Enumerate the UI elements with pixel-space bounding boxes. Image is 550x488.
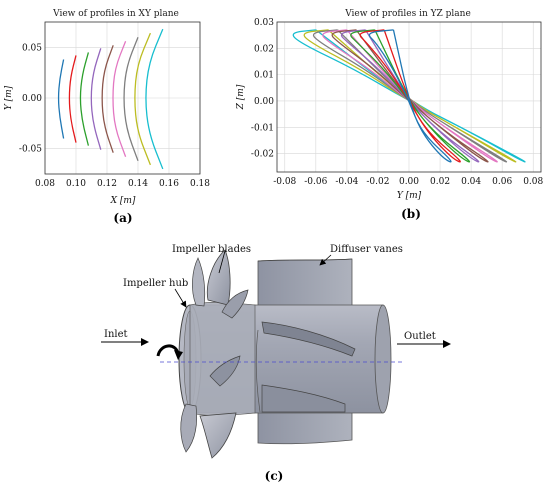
xy-xtick-label: 0.14 <box>128 179 148 189</box>
yz-ytick-label: 0.00 <box>254 97 274 107</box>
label-outlet: Outlet <box>404 331 436 342</box>
yz-profile-line <box>359 29 461 163</box>
xy-xtick-label: 0.10 <box>66 179 86 189</box>
yz-profile-line <box>322 29 498 163</box>
yz-profile-line <box>340 29 480 163</box>
xy-x-axis-label: X [m] <box>110 196 136 206</box>
xy-grid <box>44 22 201 174</box>
xy-xtick-label: 0.18 <box>190 179 210 189</box>
chart-title-yz: View of profiles in YZ plane <box>344 9 471 19</box>
pump-rendering: Impeller blades Diffuser vanes Impeller … <box>101 244 451 459</box>
yz-x-ticks: -0.08 -0.06 -0.04 -0.02 0.00 0.02 0.04 0.06 0.08 <box>273 177 543 187</box>
impeller-blade-bottom <box>199 412 237 459</box>
yz-ytick-label: 0.01 <box>254 71 274 81</box>
yz-xtick-label: -0.04 <box>335 177 358 187</box>
yz-xtick-label: 0.06 <box>492 177 512 187</box>
xy-profile-line <box>57 59 65 139</box>
yz-profiles <box>292 29 526 163</box>
xy-profile-line <box>145 28 164 170</box>
yz-xtick-label: 0.02 <box>430 177 450 187</box>
xy-profile-line <box>134 32 152 166</box>
xy-y-ticks: 0.05 0.00 -0.05 <box>19 43 42 154</box>
xy-xtick-label: 0.08 <box>35 179 55 189</box>
yz-profile-line <box>312 29 507 163</box>
yz-xtick-label: -0.08 <box>273 177 296 187</box>
yz-profile-line <box>331 29 489 163</box>
xy-plot-frame <box>44 21 201 175</box>
xy-profiles <box>57 28 164 170</box>
xy-xtick-label: 0.12 <box>97 179 117 189</box>
yz-xtick-label: 0.08 <box>523 177 543 187</box>
yz-ytick-label: -0.02 <box>251 150 274 160</box>
yz-y-axis-label: Z [m] <box>236 84 246 110</box>
yz-profile-line <box>303 29 517 163</box>
yz-x-axis-label: Y [m] <box>397 191 422 201</box>
xy-profile-line <box>123 36 139 162</box>
xy-plane-chart: View of profiles in XY plane 0.08 0.10 0.1… <box>4 9 210 206</box>
label-diffuser-vanes: Diffuser vanes <box>330 244 403 255</box>
yz-xtick-label: 0.00 <box>399 177 419 187</box>
impeller-blade-top <box>206 249 231 306</box>
yz-ytick-label: -0.01 <box>251 123 274 133</box>
xy-profile-line <box>101 45 114 153</box>
chart-title-xy: View of profiles in XY plane <box>52 9 179 19</box>
yz-plot-frame <box>276 21 542 173</box>
caption-b: (b) <box>401 207 421 221</box>
yz-ytick-label: 0.02 <box>254 44 274 54</box>
yz-ytick-label: 0.03 <box>254 18 274 28</box>
diffuser-vane-bottom <box>257 411 353 445</box>
xy-profile-line <box>90 48 102 150</box>
xy-x-ticks: 0.08 0.10 0.12 0.14 0.16 0.18 <box>35 179 210 189</box>
yz-xtick-label: -0.02 <box>366 177 389 187</box>
yz-profile-line <box>292 29 526 163</box>
caption-a: (a) <box>113 211 132 225</box>
yz-y-ticks: 0.03 0.02 0.01 0.00 -0.01 -0.02 <box>251 18 274 160</box>
xy-profile-line <box>79 52 90 146</box>
label-impeller-blades: Impeller blades <box>172 244 251 255</box>
xy-ytick-label: -0.05 <box>19 145 42 155</box>
xy-profile-line <box>68 55 77 143</box>
xy-xtick-label: 0.16 <box>159 179 179 189</box>
diffuser-vane-middle <box>261 321 356 357</box>
label-inlet: Inlet <box>104 329 128 340</box>
caption-c: (c) <box>265 469 284 483</box>
xy-profile-line <box>112 41 127 157</box>
label-impeller-hub: Impeller hub <box>123 278 188 289</box>
xy-ytick-label: 0.00 <box>22 94 42 104</box>
yz-xtick-label: -0.06 <box>304 177 327 187</box>
diffuser-vane-top <box>257 258 353 308</box>
yz-profile-line <box>350 29 471 163</box>
xy-y-axis-label: Y [m] <box>4 85 14 110</box>
yz-profile-line <box>368 29 452 163</box>
yz-xtick-label: 0.04 <box>461 177 481 187</box>
outlet-end-face <box>374 304 392 414</box>
xy-ytick-label: 0.05 <box>22 43 42 53</box>
yz-plane-chart: View of profiles in YZ plane -0.08 -0.06-… <box>236 9 544 201</box>
